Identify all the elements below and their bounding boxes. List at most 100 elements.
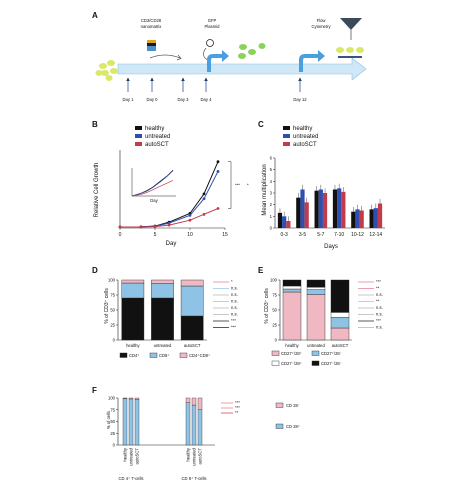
timeline-arrow xyxy=(117,57,367,81)
bar-segment xyxy=(306,289,326,295)
panel-c: C Mean multiplication 0 1 2 3 4 5 6 0-3 3-5 5-7 7-… xyxy=(258,120,385,250)
label-cd3cd28: CD3/CD28 xyxy=(141,18,162,23)
bar-segment xyxy=(134,397,140,400)
y-tick-label: 50 xyxy=(272,308,277,313)
legend-swatch xyxy=(275,402,284,408)
y-tick-label: 0 xyxy=(113,338,116,343)
sig-bracket xyxy=(228,161,232,209)
y-tick-label: 5 xyxy=(270,167,273,172)
legend-swatch xyxy=(135,134,142,138)
legend-label: untreated xyxy=(145,134,170,140)
bar-segment xyxy=(330,317,350,329)
x-tick-label: 15 xyxy=(222,232,228,238)
bar-segment xyxy=(185,397,191,403)
legend-label: CD4⁺ xyxy=(129,353,140,358)
bar-segment xyxy=(197,409,203,446)
bar-segment xyxy=(282,279,302,287)
sig-label: *** xyxy=(235,400,240,405)
x-tick-label: 10 xyxy=(187,232,193,238)
x-tick-label: healthy xyxy=(285,343,299,348)
day-label: Day 3 xyxy=(178,97,190,102)
chart-c-legend: healthy untreated autoSCT xyxy=(283,126,318,148)
chart-c-ylabel: Mean multiplication xyxy=(262,164,268,215)
bar-segment xyxy=(330,327,350,341)
data-point xyxy=(202,212,206,216)
data-point xyxy=(202,197,206,201)
y-tick-label: 3 xyxy=(270,191,273,196)
y-tick-label: 100 xyxy=(108,278,116,283)
panel-e: E % of CD3⁺ cells 0 25 50 75 100 healthy untre… xyxy=(258,266,383,366)
legend-label: CD4⁺CD8⁺ xyxy=(189,353,210,358)
bar-segment xyxy=(180,285,204,317)
panel-f-label: F xyxy=(92,386,97,395)
inset-line-autoSCT xyxy=(131,180,174,197)
bar-healthy xyxy=(296,197,301,228)
y-tick-label: 75 xyxy=(272,293,277,298)
initial-cells xyxy=(95,60,118,81)
bar-untreated xyxy=(337,188,342,228)
bar-untreated xyxy=(373,208,378,228)
data-point xyxy=(216,207,220,210)
day-tick-arrow xyxy=(181,77,185,81)
x-tick-label: 12-14 xyxy=(369,232,382,238)
sig-label: *** xyxy=(376,318,381,323)
chart-e-legend: CD27⁺/28⁺ CD27⁺/28⁻ CD27⁻/28⁺ CD27⁻/28⁻ xyxy=(271,350,342,366)
sig-label: n.s. xyxy=(376,305,383,310)
legend-label: untreated xyxy=(293,134,318,140)
data-point xyxy=(188,218,192,222)
legend-label: CD8⁺ xyxy=(159,353,170,358)
flow-cytometer-icon xyxy=(340,18,362,30)
bar-healthy xyxy=(351,211,356,228)
data-point xyxy=(139,225,143,229)
legend-label: healthy xyxy=(293,126,312,132)
bar-segment xyxy=(121,297,145,341)
bar-untreated xyxy=(355,209,360,228)
inset-chart: Day xyxy=(131,168,176,203)
chart-e-ylabel: % of CD3⁺ cells xyxy=(264,288,270,324)
chart-b-xlabel: Day xyxy=(166,241,177,247)
bar-segment xyxy=(180,279,204,287)
legend-label: CD27⁺/28⁺ xyxy=(281,351,302,356)
gfp-cells xyxy=(238,43,266,59)
bar-segment xyxy=(151,279,174,284)
sig-label: n.s. xyxy=(376,312,383,317)
label-cytometry: Cytometry xyxy=(311,24,331,29)
legend-label: autoSCT xyxy=(293,142,317,148)
sig-label: n.s. xyxy=(231,292,238,297)
y-tick-label: 0 xyxy=(270,226,273,231)
sig-label: n.s. xyxy=(231,299,238,304)
day-label: Day 12 xyxy=(293,97,307,102)
legend-label: CD27⁻/28⁺ xyxy=(281,361,302,366)
legend-label: CD27⁻/28⁻ xyxy=(321,361,342,366)
label-plasmid: Plasmid xyxy=(205,24,221,29)
x-tick-label: healthy xyxy=(123,447,128,461)
y-tick-label: 4 xyxy=(270,179,273,184)
bar-autoSCT xyxy=(359,210,364,228)
sig-label: n.s. xyxy=(231,305,238,310)
y-tick-label: 0 xyxy=(113,443,116,448)
bar-healthy xyxy=(369,209,374,228)
label-nanomatrix: nanomatrix xyxy=(141,24,163,29)
data-point xyxy=(167,221,171,225)
y-tick-label: 25 xyxy=(272,323,277,328)
legend-label: healthy xyxy=(145,126,164,132)
sig-label: n.s. xyxy=(376,325,383,330)
bar-segment xyxy=(121,279,145,284)
gfp-plasmid-icon xyxy=(203,39,214,61)
bar-autoSCT xyxy=(322,193,328,228)
legend-swatch xyxy=(149,352,158,358)
legend-swatch xyxy=(271,360,280,366)
sig-label: *** xyxy=(235,405,240,410)
data-point xyxy=(153,225,157,229)
inset-xlabel: Day xyxy=(150,198,158,203)
bent-arrow-2 xyxy=(299,50,325,72)
x-tick-label: 0-3 xyxy=(281,232,288,238)
x-tick-label: 5-7 xyxy=(317,232,324,238)
x-tick-label: 0 xyxy=(119,232,122,238)
label-flow: Flow xyxy=(317,18,327,23)
data-point xyxy=(167,223,171,227)
bar-autoSCT xyxy=(286,221,291,228)
bar-segment xyxy=(191,404,197,446)
